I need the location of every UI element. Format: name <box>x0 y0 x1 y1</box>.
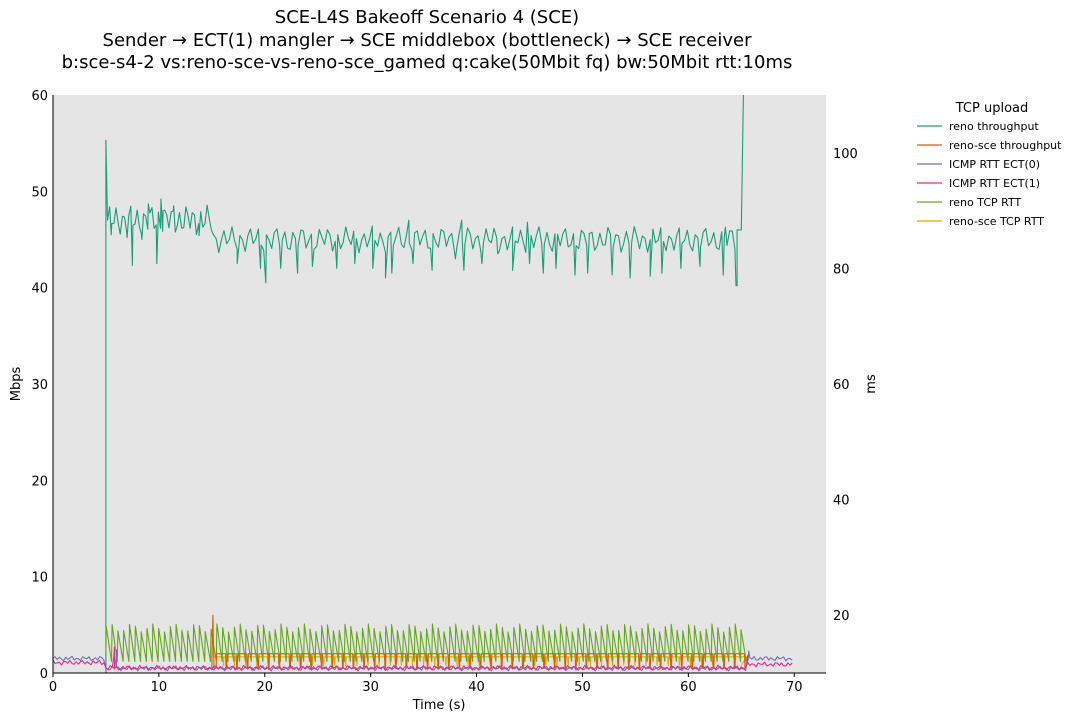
x-tick-label: 40 <box>468 680 485 695</box>
y2-tick-label: 100 <box>833 147 858 162</box>
x-tick-label: 30 <box>362 680 379 695</box>
y-tick-label: 20 <box>31 474 48 489</box>
y2-tick-label: 20 <box>833 609 850 624</box>
series-line-icmp-rtt-ect-1- <box>52 646 793 671</box>
chart-subtitle-2: b:sce-s4-2 vs:reno-sce-vs-reno-sce_gamed… <box>62 52 793 73</box>
legend-entry: reno throughput <box>949 120 1039 133</box>
legend-entry: ICMP RTT ECT(1) <box>949 177 1040 190</box>
legend-entry: reno-sce TCP RTT <box>949 215 1044 228</box>
legend-title: TCP upload <box>955 101 1029 116</box>
y2-tick-label: 80 <box>833 262 850 277</box>
legend-entry: ICMP RTT ECT(0) <box>949 158 1040 171</box>
series-line-reno-throughput <box>105 94 744 673</box>
x-tick-label: 50 <box>574 680 591 695</box>
y-tick-label: 60 <box>31 89 48 104</box>
axes-layer: 0 10 20 30 40 50 60 70 0 10 20 30 40 50 60 20 40 60 80 100 <box>31 89 857 695</box>
x-tick-label: 10 <box>151 680 168 695</box>
y-tick-label: 10 <box>31 571 48 586</box>
y-tick-label: 50 <box>31 185 48 200</box>
series-layer <box>52 94 793 673</box>
y-axis-label: Mbps <box>9 367 24 402</box>
legend-entry: reno-sce throughput <box>949 139 1062 152</box>
series-line-icmp-rtt-ect-0- <box>52 649 793 672</box>
y-tick-label: 30 <box>31 378 48 393</box>
x-tick-label: 60 <box>680 680 697 695</box>
x-axis-label: Time (s) <box>412 698 466 713</box>
y2-tick-label: 40 <box>833 494 850 509</box>
y-tick-label: 40 <box>31 282 48 297</box>
chart-subtitle: Sender → ECT(1) mangler → SCE middlebox … <box>103 30 753 51</box>
y-tick-label: 0 <box>40 667 48 682</box>
y2-tick-label: 60 <box>833 378 850 393</box>
y2-axis-label: ms <box>864 374 879 394</box>
series-line-reno-tcp-rtt <box>105 623 747 662</box>
legend: TCP upload reno throughput reno-sce throu… <box>917 101 1062 228</box>
x-tick-label: 0 <box>49 680 57 695</box>
series-line-reno-sce-throughput <box>211 614 747 669</box>
chart-title: SCE-L4S Bakeoff Scenario 4 (SCE) <box>275 7 579 28</box>
plot-area <box>53 95 826 673</box>
legend-entry: reno TCP RTT <box>949 196 1022 209</box>
x-tick-label: 20 <box>257 680 274 695</box>
x-tick-label: 70 <box>786 680 803 695</box>
